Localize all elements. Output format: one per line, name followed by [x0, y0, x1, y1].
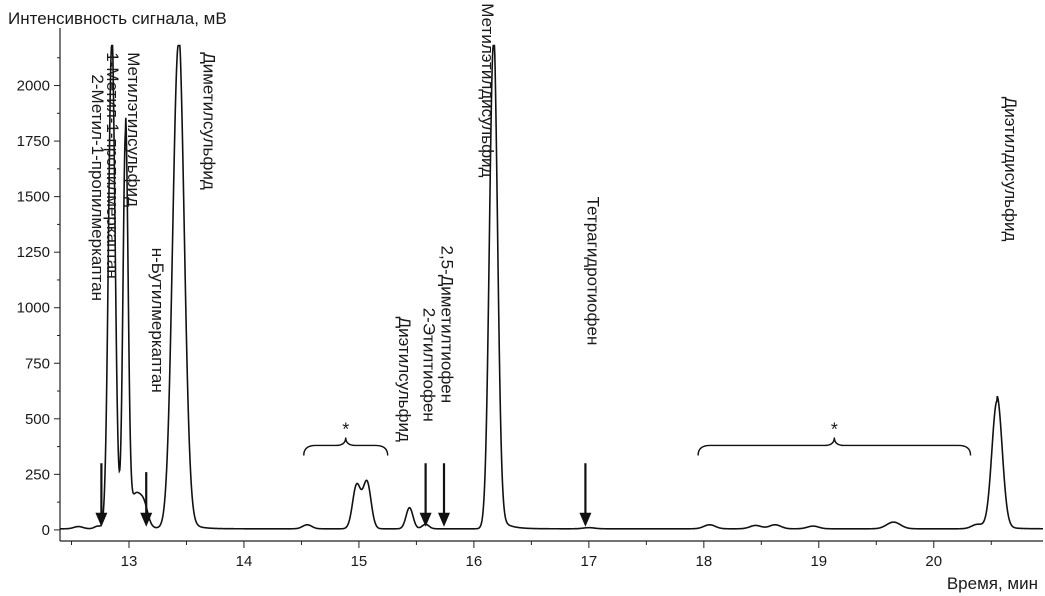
x-tick-label: 19 — [810, 553, 827, 570]
peak-label: Диэтилдисульфид — [1001, 97, 1020, 242]
peak-label: н-Бутилмеркаптан — [148, 248, 167, 393]
peak-label: Тетрагидротиофен — [584, 197, 603, 346]
x-axis-title: Время, мин — [947, 574, 1038, 593]
y-tick-label: 0 — [42, 522, 50, 539]
peak-label: 2-Метил-1-пропилмеркаптан — [88, 74, 107, 301]
signal-trace — [60, 44, 1044, 530]
peak-arrow-head — [419, 512, 432, 527]
y-tick-label: 1000 — [17, 300, 50, 317]
peak-label: Диметилсульфид — [200, 52, 219, 190]
peak-arrow-head — [438, 512, 451, 527]
bracket-asterisk: * — [831, 419, 838, 439]
bracket-asterisk: * — [342, 419, 349, 439]
y-tick-label: 500 — [25, 411, 50, 428]
y-tick-label: 1250 — [17, 244, 50, 261]
y-tick-label: 750 — [25, 355, 50, 372]
peak-label: Диэтилсульфид — [395, 317, 414, 442]
y-tick-label: 1750 — [17, 133, 50, 150]
region-bracket — [697, 437, 972, 456]
x-tick-label: 17 — [581, 553, 598, 570]
y-tick-label: 1500 — [17, 189, 50, 206]
peak-arrow-head — [579, 512, 592, 527]
region-bracket — [303, 437, 389, 456]
peak-label: 1-Метил-1-пропилмеркаптан — [103, 52, 122, 279]
x-tick-label: 14 — [236, 553, 253, 570]
x-tick-label: 18 — [695, 553, 712, 570]
peak-label: 2,5-Диметилтиофен — [438, 246, 457, 404]
x-tick-label: 20 — [925, 553, 942, 570]
peak-label: 2-Этилтиофен — [419, 308, 438, 422]
x-tick-label: 15 — [351, 553, 368, 570]
peak-label: Метилэтилдисульфид — [478, 3, 497, 177]
peak-label: Метилэтилсульфид — [124, 52, 143, 207]
y-axis-title: Интенсивность сигнала, мВ — [8, 9, 227, 28]
peak-arrow-head — [140, 512, 153, 527]
x-tick-label: 13 — [121, 553, 138, 570]
y-tick-label: 2000 — [17, 78, 50, 95]
y-tick-label: 250 — [25, 466, 50, 483]
x-tick-label: 16 — [466, 553, 483, 570]
peak-arrow-head — [95, 512, 108, 527]
